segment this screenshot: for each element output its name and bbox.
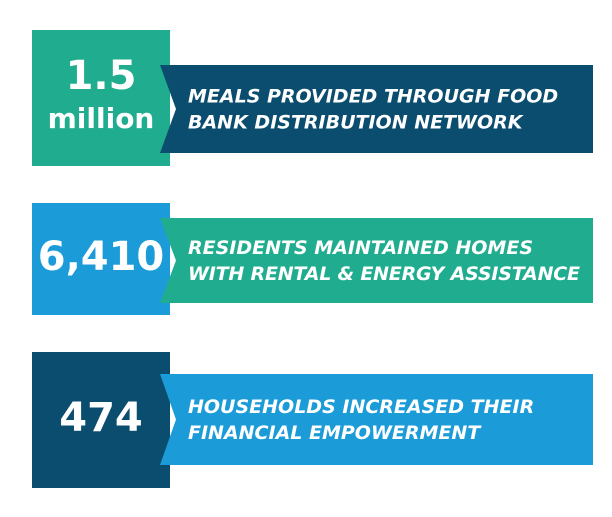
stat-value: 6,410 <box>38 234 165 280</box>
stat-value: 1.5 <box>66 53 137 99</box>
stat-description: HOUSEHOLDS INCREASED THEIR <box>188 396 534 418</box>
stat-banner <box>160 65 593 153</box>
stat-banner <box>160 374 593 465</box>
stat-value: million <box>48 102 155 135</box>
stat-description: RESIDENTS MAINTAINED HOMES <box>188 237 533 259</box>
stat-box <box>32 30 170 166</box>
stat-box <box>32 352 170 488</box>
stat-banner <box>160 218 593 303</box>
stat-value: 474 <box>59 395 143 441</box>
stat-box <box>32 203 170 315</box>
stat-description: BANK DISTRIBUTION NETWORK <box>188 112 524 134</box>
stat-description: MEALS PROVIDED THROUGH FOOD <box>188 86 558 108</box>
stat-description: WITH RENTAL & ENERGY ASSISTANCE <box>188 263 580 285</box>
stat-description: FINANCIAL EMPOWERMENT <box>188 422 482 444</box>
